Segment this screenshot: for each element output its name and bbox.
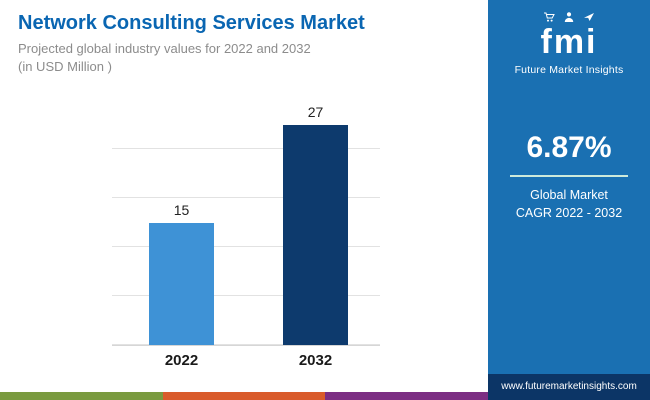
chart-subtitle: Projected global industry values for 202… — [18, 40, 311, 76]
page-title: Network Consulting Services Market — [18, 12, 365, 34]
x-axis-label-2032: 2032 — [298, 352, 333, 369]
footer-url: www.futuremarketinsights.com — [488, 374, 650, 400]
bar-chart: 15 27 — [112, 100, 380, 346]
brand-sidebar: fmi Future Market Insights 6.87% Global … — [488, 0, 650, 400]
cagr-label-line-2: CAGR 2022 - 2032 — [515, 206, 623, 221]
cagr-label-line-1: Global Market — [530, 187, 608, 202]
fmi-logo: fmi Future Market Insights — [488, 0, 650, 76]
logo-tagline: Future Market Insights — [514, 63, 624, 76]
strip-segment-purple — [325, 392, 489, 400]
subtitle-line-1: Projected global industry values for 202… — [18, 41, 311, 56]
bar-value-label: 15 — [173, 201, 190, 218]
person-icon — [563, 11, 575, 23]
plane-icon — [583, 11, 595, 23]
cart-icon — [543, 11, 555, 23]
bar-2032 — [283, 124, 348, 345]
x-axis: 2022 2032 — [112, 352, 380, 374]
subtitle-line-2: (in USD Million ) — [18, 59, 112, 75]
cagr-value: 6.87% — [526, 130, 612, 164]
bar-2022 — [149, 222, 214, 345]
bar-value-label: 27 — [307, 103, 324, 120]
footer-color-strip — [0, 392, 489, 400]
strip-segment-green — [0, 392, 163, 400]
x-axis-label-2022: 2022 — [164, 352, 199, 369]
cagr-block: 6.87% Global Market CAGR 2022 - 2032 — [488, 131, 650, 224]
bar-column-2022: 15 — [149, 100, 214, 345]
strip-segment-orange — [162, 392, 326, 400]
logo-text: fmi — [540, 23, 598, 61]
bar-column-2032: 27 — [283, 100, 348, 345]
chart-panel: Network Consulting Services Market Proje… — [0, 12, 489, 400]
cagr-divider — [510, 174, 628, 177]
logo-icons-row — [488, 10, 650, 24]
cagr-label: Global Market CAGR 2022 - 2032 — [488, 186, 650, 224]
